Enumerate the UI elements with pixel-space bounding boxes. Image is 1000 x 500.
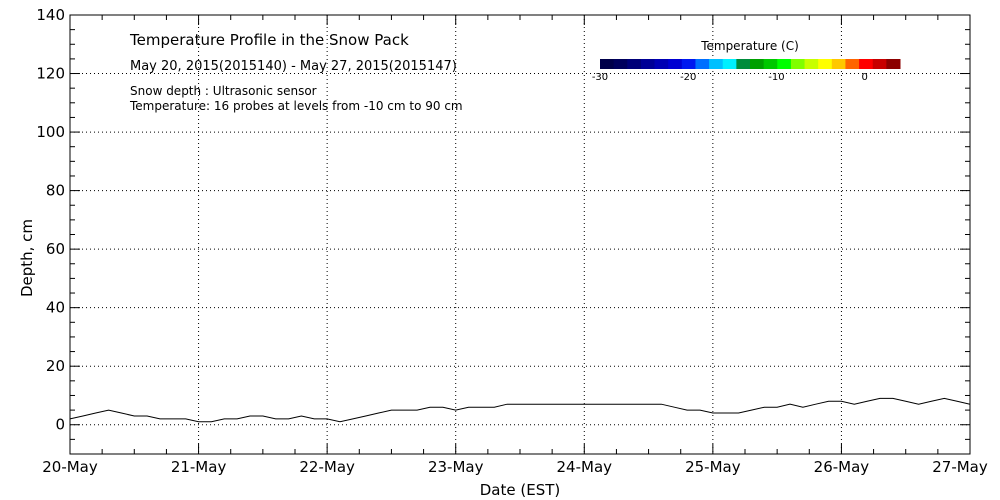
x-tick-label: 21-May (171, 458, 227, 476)
annotation-temperature: Temperature: 16 probes at levels from -1… (129, 99, 463, 113)
x-axis-title: Date (EST) (480, 481, 561, 499)
colorbar-tick-label: -30 (592, 72, 608, 83)
colorbar-cell (600, 59, 615, 69)
colorbar-cell (709, 59, 724, 69)
colorbar-tick-label: -20 (680, 72, 696, 83)
colorbar-cell (722, 59, 737, 69)
annotation-snow-depth: Snow depth : Ultrasonic sensor (130, 84, 317, 98)
chart-subtitle: May 20, 2015(2015140) - May 27, 2015(201… (130, 59, 457, 74)
chart-title: Temperature Profile in the Snow Pack (129, 31, 409, 49)
colorbar-cell (640, 59, 656, 69)
x-tick-label: 27-May (932, 458, 988, 476)
colorbar-cell (763, 59, 778, 69)
colorbar-title: Temperature (C) (700, 39, 799, 53)
x-tick-label: 22-May (299, 458, 355, 476)
minor-ticks (69, 14, 971, 455)
colorbar-cell (654, 59, 669, 69)
colorbar-cell (872, 59, 887, 69)
y-tick-label: 120 (36, 65, 65, 83)
x-tick-label: 24-May (557, 458, 613, 476)
colorbar-cell (613, 59, 628, 69)
colorbar-cell (804, 59, 819, 69)
colorbar-cell (750, 59, 765, 69)
colorbar-cell (831, 59, 846, 69)
x-tick-label: 23-May (428, 458, 484, 476)
y-tick-label: 60 (46, 240, 65, 258)
colorbar-cell (695, 59, 710, 69)
plot-frame (69, 14, 971, 455)
y-tick-label: 140 (36, 6, 65, 24)
colorbar-tick-label: -10 (768, 72, 784, 83)
colorbar-cell (627, 59, 642, 69)
y-tick-labels: 0 20 40 60 80 100 120 140 (36, 6, 65, 434)
temperature-colorbar: Temperature (C) -30 -20 -10 0 (592, 39, 901, 83)
y-tick-label: 80 (46, 182, 65, 200)
y-axis-title: Depth, cm (18, 219, 36, 297)
y-tick-label: 20 (46, 357, 65, 375)
colorbar-cell (681, 59, 696, 69)
colorbar-cell (736, 59, 751, 69)
grid-lines (70, 15, 970, 454)
y-tick-label: 40 (46, 299, 65, 317)
x-tick-label: 26-May (814, 458, 870, 476)
x-tick-label: 20-May (42, 458, 98, 476)
colorbar-tick-labels: -30 -20 -10 0 (592, 72, 868, 83)
y-tick-label: 100 (36, 123, 65, 141)
colorbar-cell (777, 59, 792, 69)
colorbar-cell (845, 59, 860, 69)
colorbar-cell (886, 59, 901, 69)
snow-depth-line (69, 397, 971, 423)
colorbar-cells (600, 59, 901, 69)
x-tick-label: 25-May (685, 458, 741, 476)
colorbar-cell (790, 59, 806, 69)
x-tick-labels: 20-May 21-May 22-May 23-May 24-May 25-May 26-M… (42, 458, 988, 476)
colorbar-cell (668, 59, 683, 69)
series-layer (69, 397, 971, 423)
colorbar-cell (818, 59, 833, 69)
colorbar-cell (859, 59, 874, 69)
y-tick-label: 0 (55, 416, 65, 434)
colorbar-tick-label: 0 (862, 72, 868, 83)
